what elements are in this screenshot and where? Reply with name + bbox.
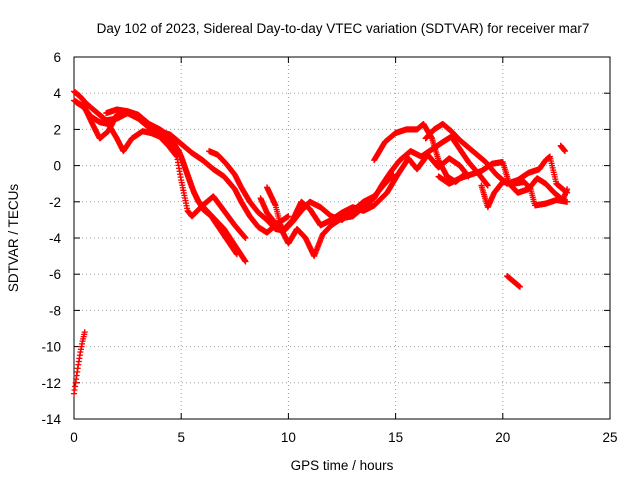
x-tick-label: 25	[602, 430, 617, 445]
x-tick-label: 10	[281, 430, 296, 445]
data-point	[242, 258, 249, 265]
grid	[74, 57, 610, 419]
y-tick-label: -10	[41, 340, 61, 355]
y-tick-label: -2	[49, 195, 61, 210]
chart-title: Day 102 of 2023, Sidereal Day-to-day VTE…	[97, 21, 590, 36]
y-tick-label: -12	[41, 376, 61, 391]
y-tick-label: 2	[53, 122, 61, 137]
y-tick-label: 4	[53, 86, 61, 101]
x-axis-label: GPS time / hours	[291, 458, 394, 473]
y-tick-label: 0	[53, 159, 61, 174]
data-point	[233, 251, 240, 258]
x-tick-label: 0	[70, 430, 78, 445]
y-axis-label: SDTVAR / TECUs	[6, 184, 21, 293]
axis-ticks: 0 5 10 15 20 25 -14 -12 -10 -8 -6 -4 -2 0 2 4 6	[41, 50, 617, 445]
y-tick-label: -14	[41, 412, 61, 427]
x-tick-label: 5	[177, 430, 185, 445]
data-point	[242, 235, 249, 241]
data-points	[71, 88, 571, 397]
y-tick-label: -4	[49, 231, 61, 246]
x-tick-label: 15	[388, 430, 403, 445]
y-tick-label: -8	[49, 303, 61, 318]
x-tick-label: 20	[495, 430, 510, 445]
y-tick-label: -6	[49, 267, 61, 282]
y-tick-label: 6	[53, 50, 61, 65]
